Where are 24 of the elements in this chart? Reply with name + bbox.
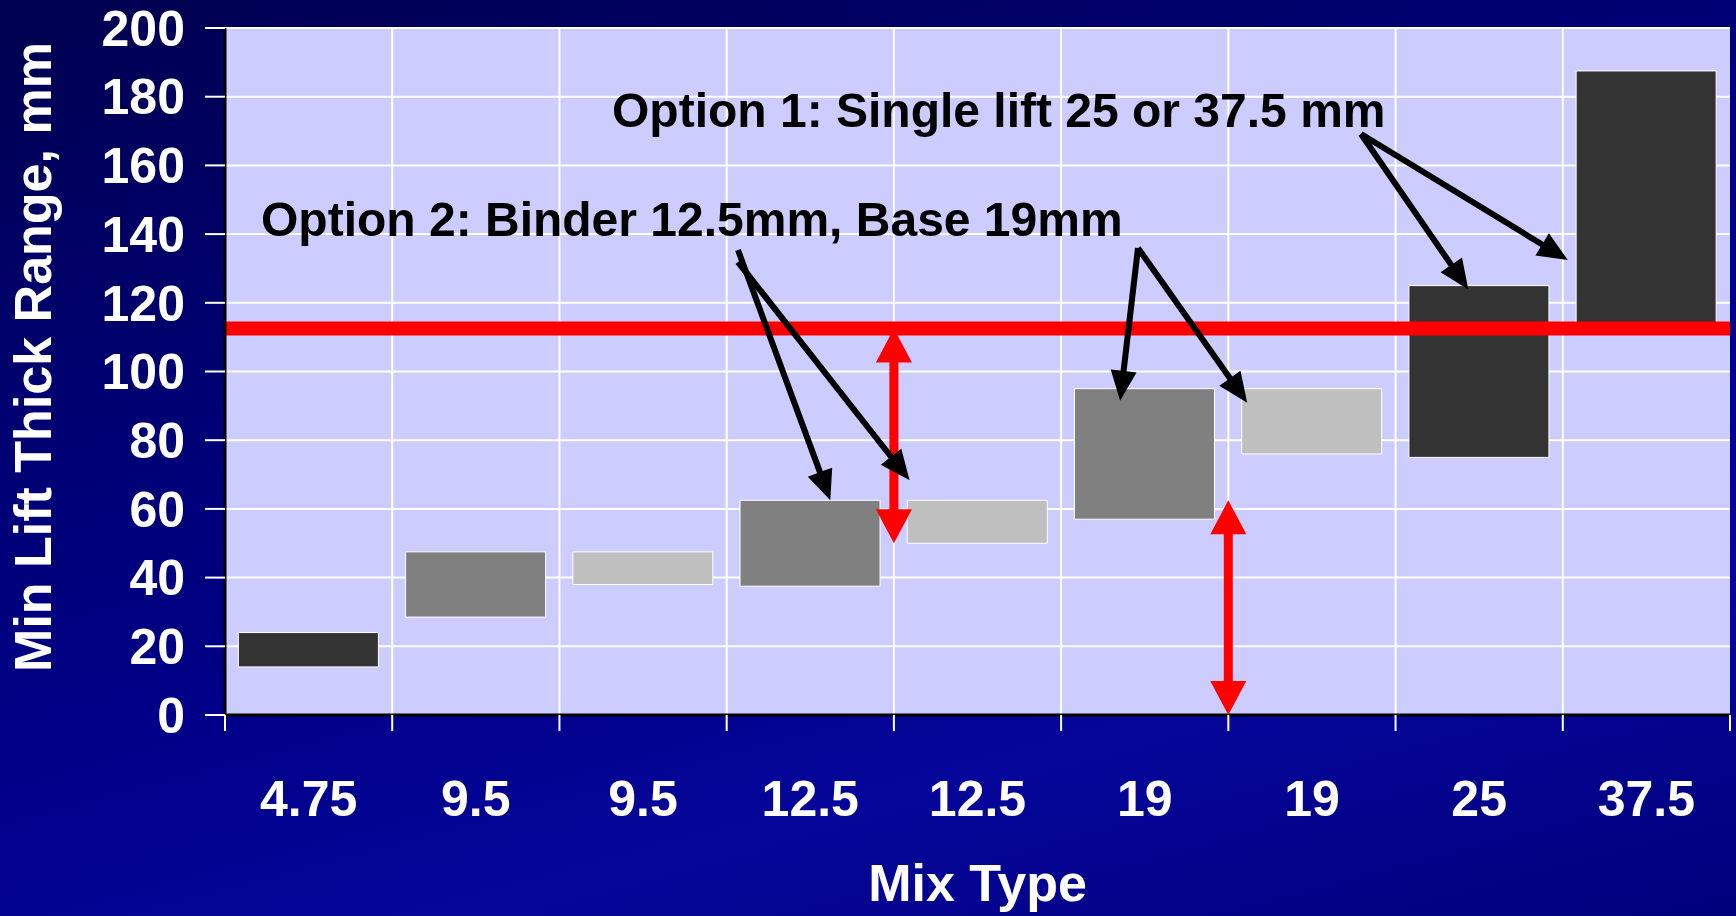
y-tick-label: 80 [129,412,185,469]
x-tick-label: 9.5 [608,771,678,827]
y-tick-label: 160 [101,138,185,195]
y-tick-label: 40 [129,550,185,607]
x-tick-label: 37.5 [1597,771,1696,827]
annotation: Option 2: Binder 12.5mm, Base 19mm [261,193,1123,246]
y-tick-label: 180 [101,69,185,126]
x-tick-label: 19 [1116,771,1173,827]
y-tick-label: 120 [101,275,185,332]
x-tick-label: 25 [1451,771,1507,827]
y-tick-label: 60 [129,481,185,538]
y-tick-label: 0 [157,687,185,744]
annotation: Option 1: Single lift 25 or 37.5 mm [612,84,1386,137]
x-axis-title: Mix Type [868,854,1087,912]
y-tick-label: 20 [129,619,185,676]
x-tick-label: 19 [1284,771,1340,827]
x-tick-label: 12.5 [761,771,859,827]
x-tick-label: 12.5 [928,771,1027,827]
y-tick-label: 200 [101,0,185,57]
y-axis-title: Min Lift Thick Range, mm [4,42,62,672]
y-tick-label: 140 [101,206,185,263]
x-tick-label: 4.75 [259,771,358,827]
x-tick-label: 9.5 [441,771,511,827]
y-tick-label: 100 [101,344,185,401]
